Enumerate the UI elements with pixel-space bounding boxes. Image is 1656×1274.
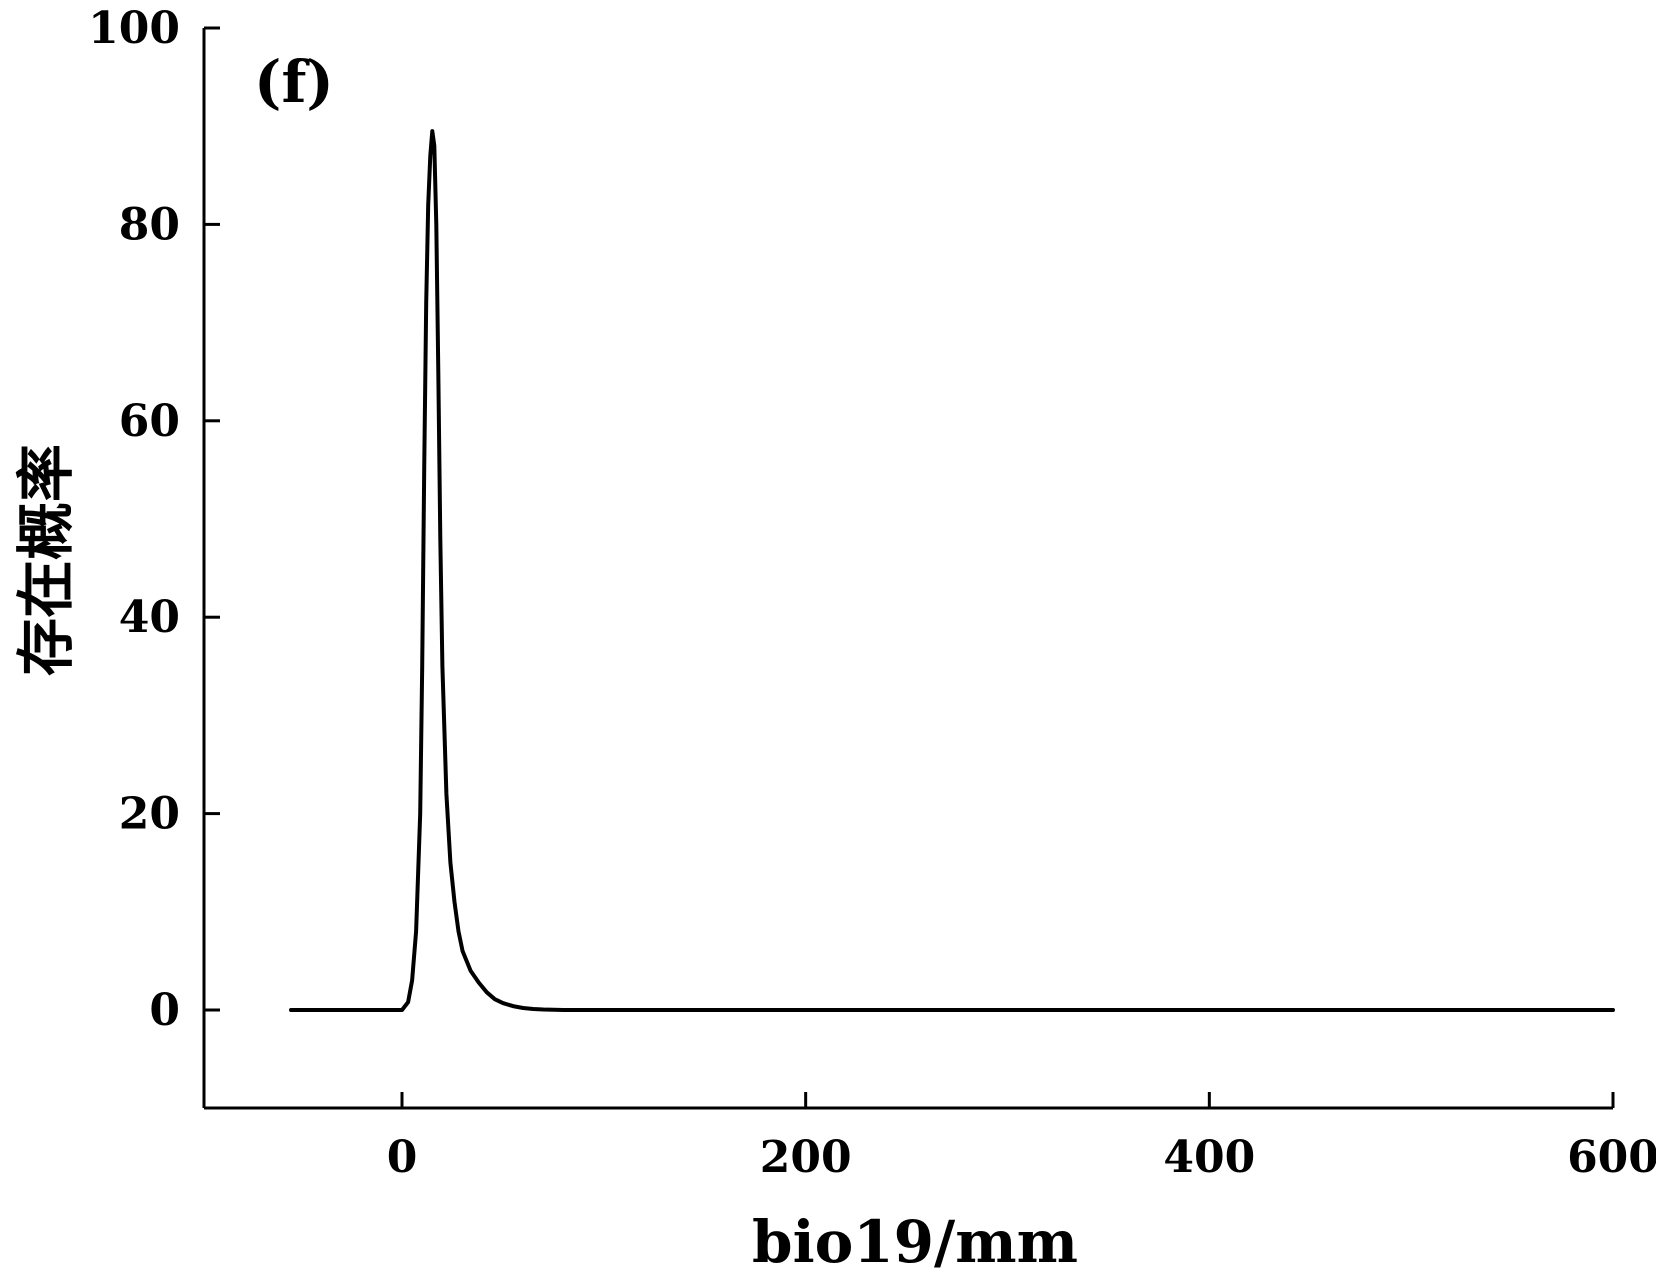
x-tick-label: 600: [1567, 1132, 1656, 1183]
panel-label: (f): [254, 48, 334, 116]
axes: 0 20 40 60 80 100 0 200 400 600: [88, 3, 1656, 1183]
x-tick-label: 0: [387, 1132, 418, 1183]
y-tick-label: 60: [119, 396, 180, 447]
x-tick-label: 400: [1163, 1132, 1255, 1183]
series-line-0: [289, 129, 1615, 1012]
y-tick-label: 20: [119, 789, 180, 840]
plot-area: [289, 129, 1615, 1012]
y-tick-label: 100: [88, 3, 180, 54]
y-tick-label: 0: [149, 985, 180, 1036]
x-tick-label: 200: [760, 1132, 852, 1183]
y-tick-label: 80: [119, 199, 180, 250]
y-tick-label: 40: [119, 592, 180, 643]
x-axis-title: bio19/mm: [752, 1208, 1078, 1274]
y-axis-title: 存在概率: [12, 444, 80, 676]
